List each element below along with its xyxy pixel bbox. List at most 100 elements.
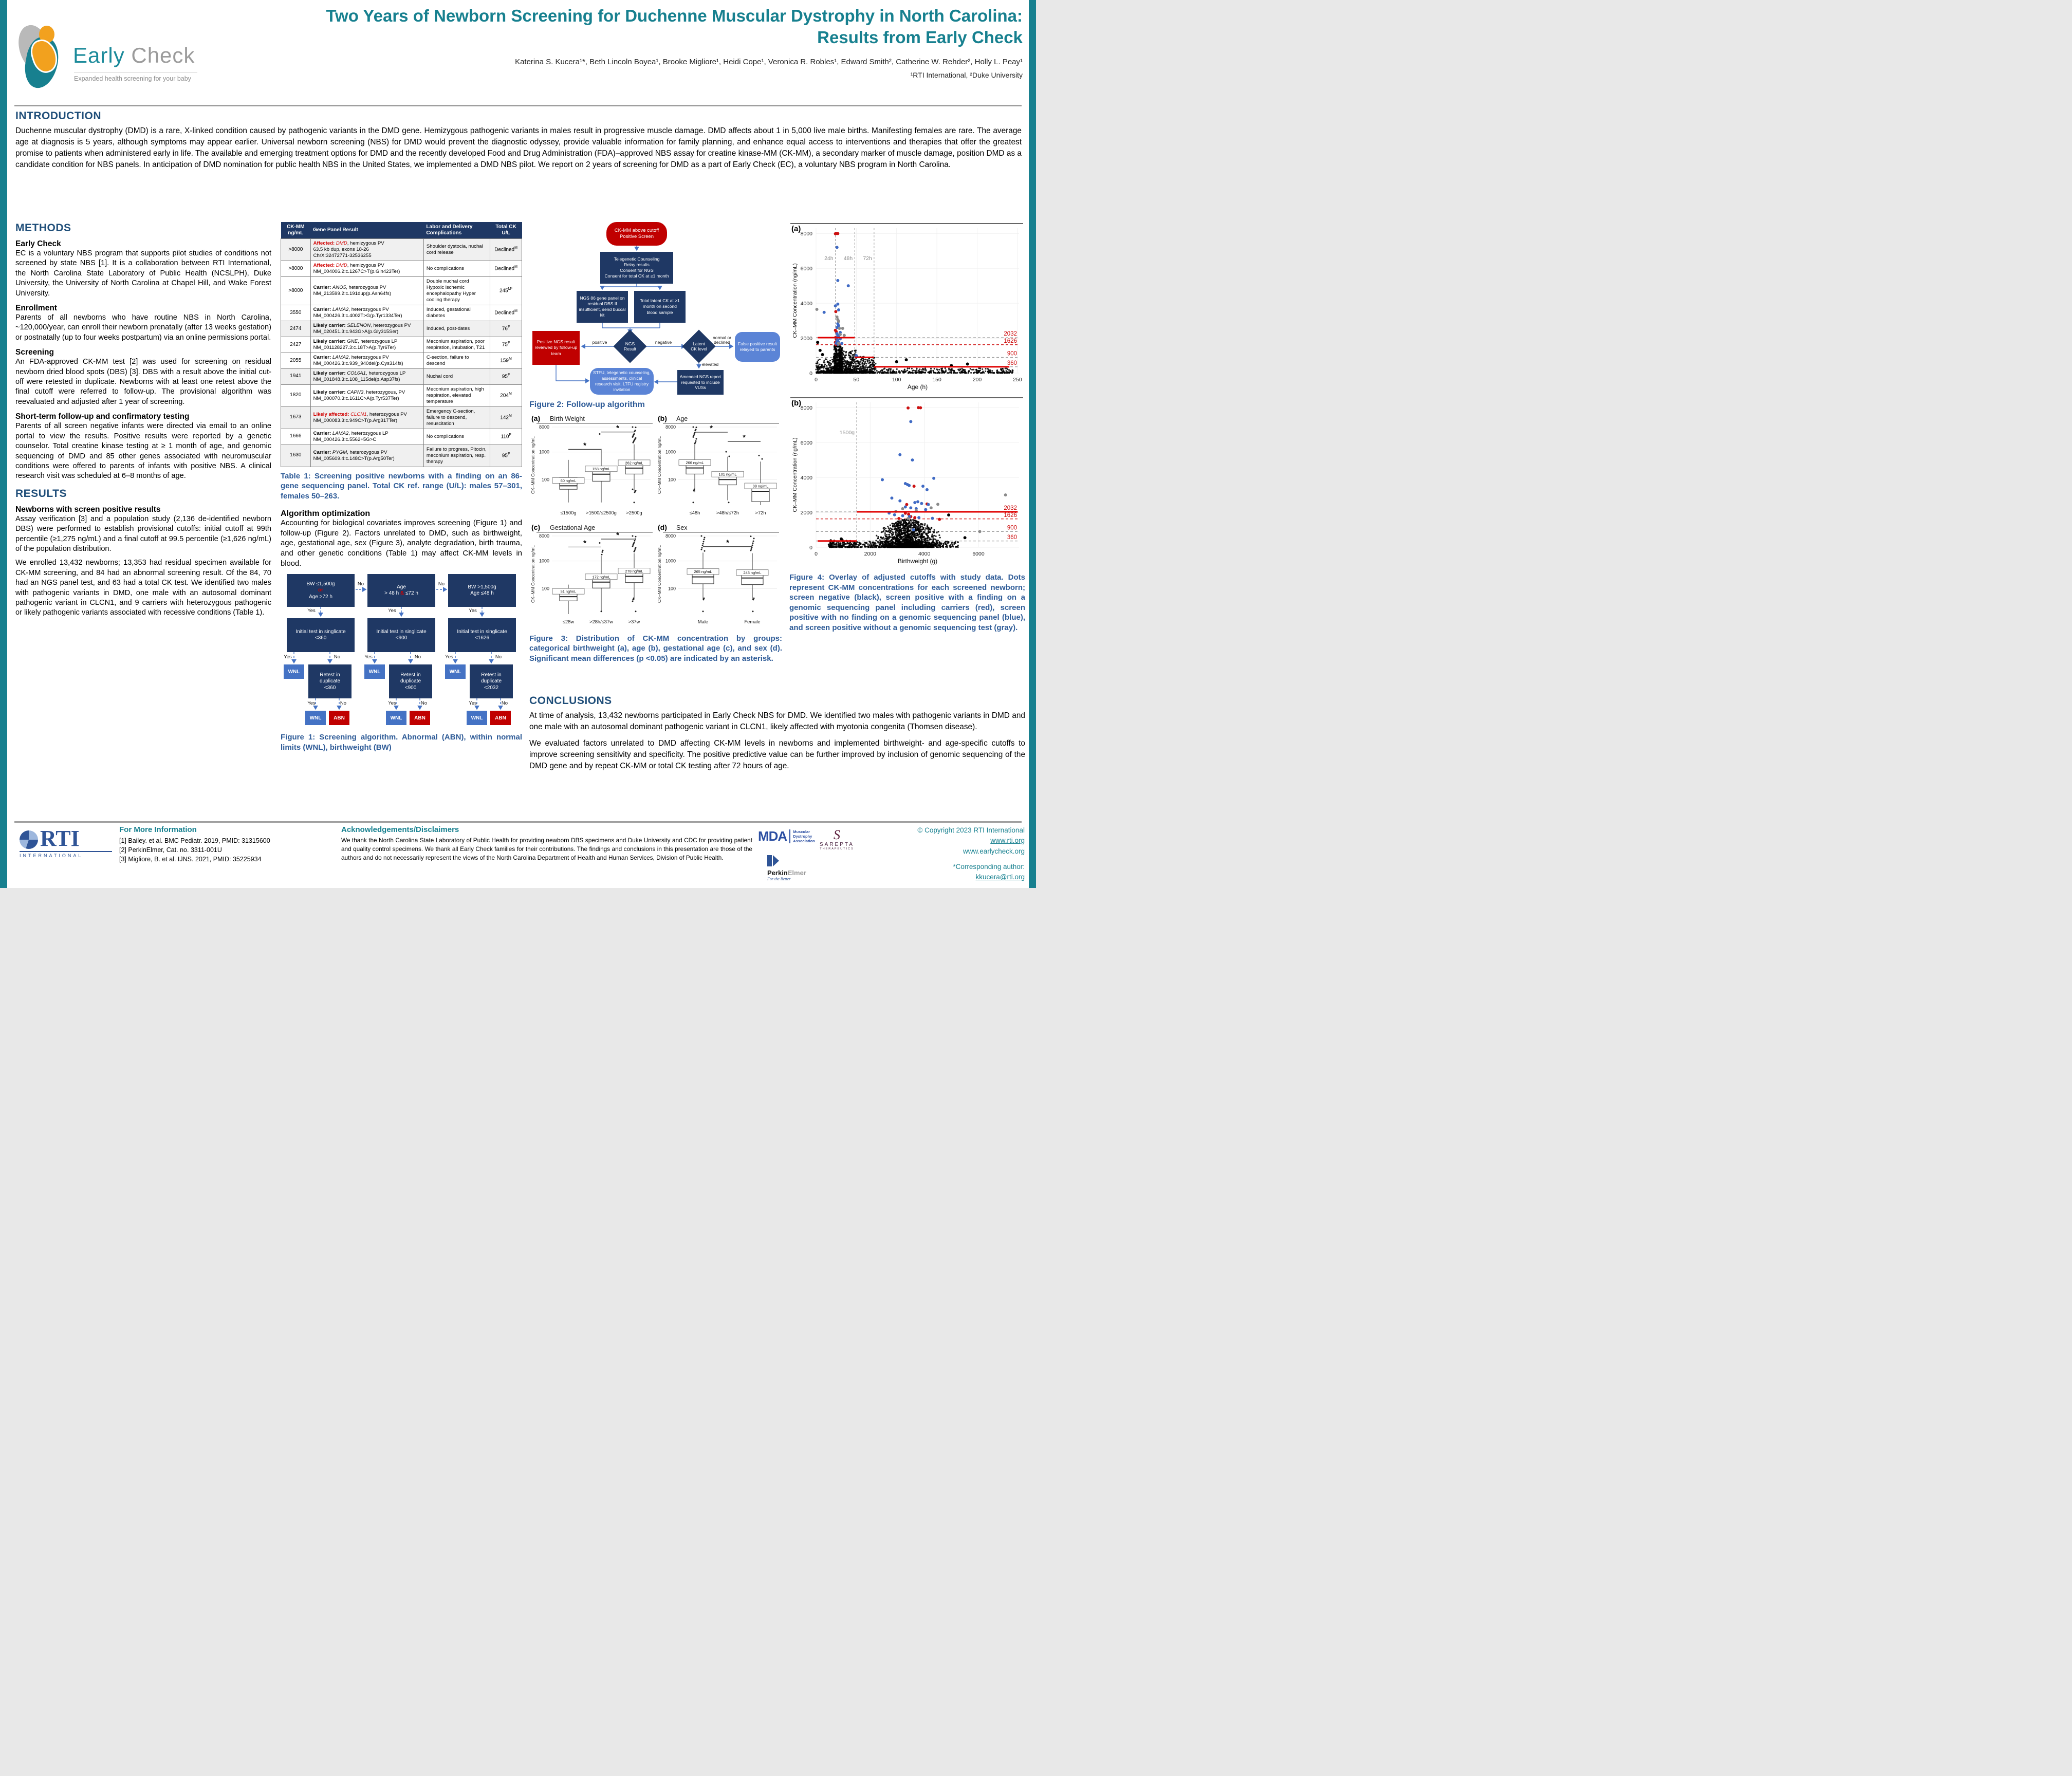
earlycheck-link[interactable]: www.earlycheck.org <box>963 847 1025 855</box>
svg-text:0: 0 <box>809 371 812 377</box>
fig1-no-label: No <box>414 654 421 660</box>
svg-text:1626: 1626 <box>1004 338 1017 344</box>
conclusions-p1: At time of analysis, 13,432 newborns par… <box>529 711 1025 731</box>
perkinelmer-flag-icon <box>767 855 772 866</box>
svg-text:(c): (c) <box>531 523 540 531</box>
fig1-retest-2: Retest in duplicate <900 <box>389 664 432 699</box>
svg-text:4000: 4000 <box>801 301 813 307</box>
introduction-heading: INTRODUCTION <box>15 110 101 122</box>
svg-text:>37w: >37w <box>628 619 640 624</box>
svg-text:100: 100 <box>668 586 676 591</box>
svg-text:1500g: 1500g <box>840 430 855 436</box>
col-header-ckmm: CK-MM ng/mL <box>281 222 311 239</box>
methods-sub1-text: EC is a voluntary NBS program that suppo… <box>15 249 271 298</box>
fig2-telegenetic-node: Telegenetic Counseling Relay results Conse… <box>600 252 673 284</box>
fig3a-chart: (a) Birth Weight 100 1000 8000 CK–MM Concentr… <box>530 414 653 515</box>
fig1-condition-3: BW >1,500g Age ≤48 h <box>448 574 516 607</box>
svg-text:Female: Female <box>744 619 760 624</box>
fig2-total-ck-node: Total latent CK at ≥1 month on second bl… <box>634 291 686 323</box>
svg-text:8000: 8000 <box>665 424 676 430</box>
figure3-caption: Figure 3: Distribution of CK-MM concentr… <box>529 634 782 663</box>
svg-text:8000: 8000 <box>665 533 676 539</box>
fig2-normal-label: normal or <box>713 335 731 340</box>
conclusions-section: CONCLUSIONS At time of analysis, 13,432 … <box>529 695 1025 776</box>
fig2-start-node: CK-MM above cutoff Positive Screen <box>606 222 667 246</box>
corresponding-author-label: *Corresponding author: <box>953 862 1025 871</box>
methods-sub4-text: Parents of all screen negative infants w… <box>15 422 271 480</box>
svg-text:Male: Male <box>698 619 708 624</box>
svg-text:4000: 4000 <box>801 475 813 481</box>
logo-tagline: Expanded health screening for your baby <box>74 72 197 82</box>
fig1-retest-3: Retest in duplicate <2032 <box>470 664 513 699</box>
fig1-yes-label: Yes <box>388 608 396 614</box>
svg-text:265 ng/mL: 265 ng/mL <box>694 569 712 574</box>
sarepta-s-icon: S <box>833 827 840 842</box>
rti-logo: RTI INTERNATIONAL <box>20 826 112 858</box>
fig1-no-label: No <box>438 581 445 587</box>
fig1-wnl-box: WNL <box>467 711 487 726</box>
fig2-negative-label: negative <box>655 340 672 345</box>
svg-text:1000: 1000 <box>665 449 676 454</box>
svg-text:101 ng/mL: 101 ng/mL <box>719 472 737 477</box>
table-row: 1820 Likely carrier: CAPN3, heterozygous,… <box>281 384 522 407</box>
svg-text:6000: 6000 <box>801 266 813 272</box>
reference-2: [2] PerkinElmer, Cat. no. 3311-001U <box>119 846 222 854</box>
svg-text:>2500g: >2500g <box>626 510 642 515</box>
rti-logo-text: RTI <box>40 826 80 851</box>
table-row: 2055 Carrier: LAMA2, heterozygous PV NM_00… <box>281 352 522 369</box>
svg-text:>72h: >72h <box>755 510 766 515</box>
svg-text:50: 50 <box>854 377 860 383</box>
methods-sub3-heading: Screening <box>15 348 54 357</box>
methods-heading: METHODS <box>15 222 71 234</box>
affiliations: ¹RTI International, ²Duke University <box>910 71 1023 79</box>
fig2-elevated-label: elevated <box>702 362 718 367</box>
email-link[interactable]: kkucera@rti.org <box>975 873 1025 881</box>
svg-text:250: 250 <box>1013 377 1022 383</box>
introduction-section: INTRODUCTION Duchenne muscular dystrophy… <box>15 110 1022 171</box>
fig2-latent-ck-label: Latent CK level <box>691 341 707 351</box>
fig1-condition-1: BW ≤1,500g or Age >72 h <box>287 574 355 607</box>
svg-text:200: 200 <box>973 377 982 383</box>
svg-text:*: * <box>710 424 713 433</box>
figure3-panels: (a) Birth Weight 100 1000 8000 CK–MM Concentr… <box>529 414 782 630</box>
figure2-flowchart: positive negative normal or declined ele… <box>529 222 782 396</box>
svg-text:360: 360 <box>1007 360 1017 366</box>
footer-divider <box>14 821 1022 823</box>
svg-text:2000: 2000 <box>801 336 813 342</box>
svg-text:CK–MM Concentration ng/mL: CK–MM Concentration ng/mL <box>657 545 662 603</box>
figure4-column: (a) 0 2000 4000 6000 8000 0 50 100 150 200 250 24h 48… <box>789 222 1025 633</box>
svg-text:100: 100 <box>542 477 549 482</box>
svg-text:4000: 4000 <box>918 551 931 557</box>
svg-text:(b): (b) <box>658 414 667 422</box>
fig1-initial-2: Initial test in singlicate <900 <box>367 618 435 653</box>
svg-text:8000: 8000 <box>539 533 549 539</box>
svg-text:*: * <box>616 531 619 540</box>
svg-text:*: * <box>616 423 619 432</box>
svg-text:(b): (b) <box>791 399 801 408</box>
svg-text:(a): (a) <box>791 225 801 233</box>
svg-text:CK–MM Concentration ng/mL: CK–MM Concentration ng/mL <box>657 436 662 494</box>
sarepta-logo: S SAREPTA THERAPEUTICS <box>820 827 854 851</box>
svg-text:2032: 2032 <box>1004 331 1017 337</box>
conclusions-heading: CONCLUSIONS <box>529 695 612 707</box>
svg-text:Birthweight (g): Birthweight (g) <box>898 558 937 565</box>
svg-text:266 ng/mL: 266 ng/mL <box>686 460 704 465</box>
svg-text:51 ng/mL: 51 ng/mL <box>561 589 577 594</box>
rti-link[interactable]: www.rti.org <box>990 837 1025 845</box>
table-row: 1673 Likely affected: CLCN1, heterozygous… <box>281 406 522 429</box>
ack-text: We thank the North Carolina State Labora… <box>341 837 752 862</box>
ack-heading: Acknowledgements/Disclaimers <box>341 825 459 834</box>
methods-sub3-text: An FDA-approved CK-MM test [2] was used … <box>15 358 271 406</box>
conclusions-p2: We evaluated factors unrelated to DMD af… <box>529 738 1025 770</box>
sarepta-name: SAREPTA <box>820 842 854 847</box>
copyright-text: © Copyright 2023 RTI International <box>917 826 1025 834</box>
svg-text:8000: 8000 <box>539 424 549 430</box>
figure1-caption: Figure 1: Screening algorithm. Abnormal … <box>281 733 522 752</box>
fig1-condition-2: Age > 48 h & ≤72 h <box>367 574 435 607</box>
fig1-abn-box: ABN <box>490 711 511 726</box>
svg-text:>28h/≤37w: >28h/≤37w <box>589 619 613 624</box>
svg-text:262 ng/mL: 262 ng/mL <box>625 460 643 465</box>
svg-text:360: 360 <box>1007 534 1017 541</box>
page-title: Two Years of Newborn Screening for Duche… <box>326 6 1023 47</box>
algorithm-heading: Algorithm optimization <box>281 509 371 519</box>
